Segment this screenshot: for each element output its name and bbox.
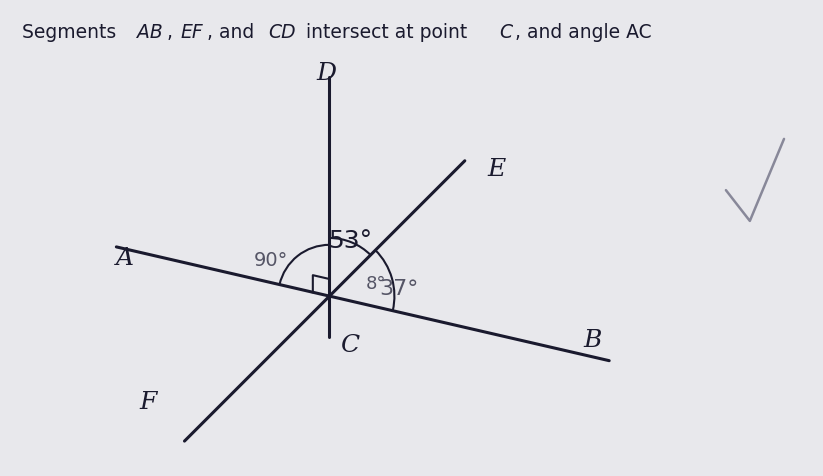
Text: C: C xyxy=(500,23,513,42)
Text: C: C xyxy=(341,334,360,357)
Text: F: F xyxy=(140,390,157,414)
Text: Segments: Segments xyxy=(22,23,122,42)
Text: intersect at point: intersect at point xyxy=(300,23,473,42)
Text: E: E xyxy=(488,158,506,181)
Text: 90°: 90° xyxy=(254,251,289,270)
Text: 53°: 53° xyxy=(328,229,372,253)
Text: A: A xyxy=(115,247,133,270)
Text: 37°: 37° xyxy=(379,279,419,299)
Text: EF: EF xyxy=(181,23,203,42)
Text: , and: , and xyxy=(207,23,260,42)
Text: AB: AB xyxy=(137,23,163,42)
Text: 8°: 8° xyxy=(365,275,386,293)
Text: D: D xyxy=(316,62,336,86)
Text: ,: , xyxy=(167,23,179,42)
Text: CD: CD xyxy=(268,23,295,42)
Text: , and angle AC: , and angle AC xyxy=(514,23,651,42)
Text: B: B xyxy=(584,329,602,352)
